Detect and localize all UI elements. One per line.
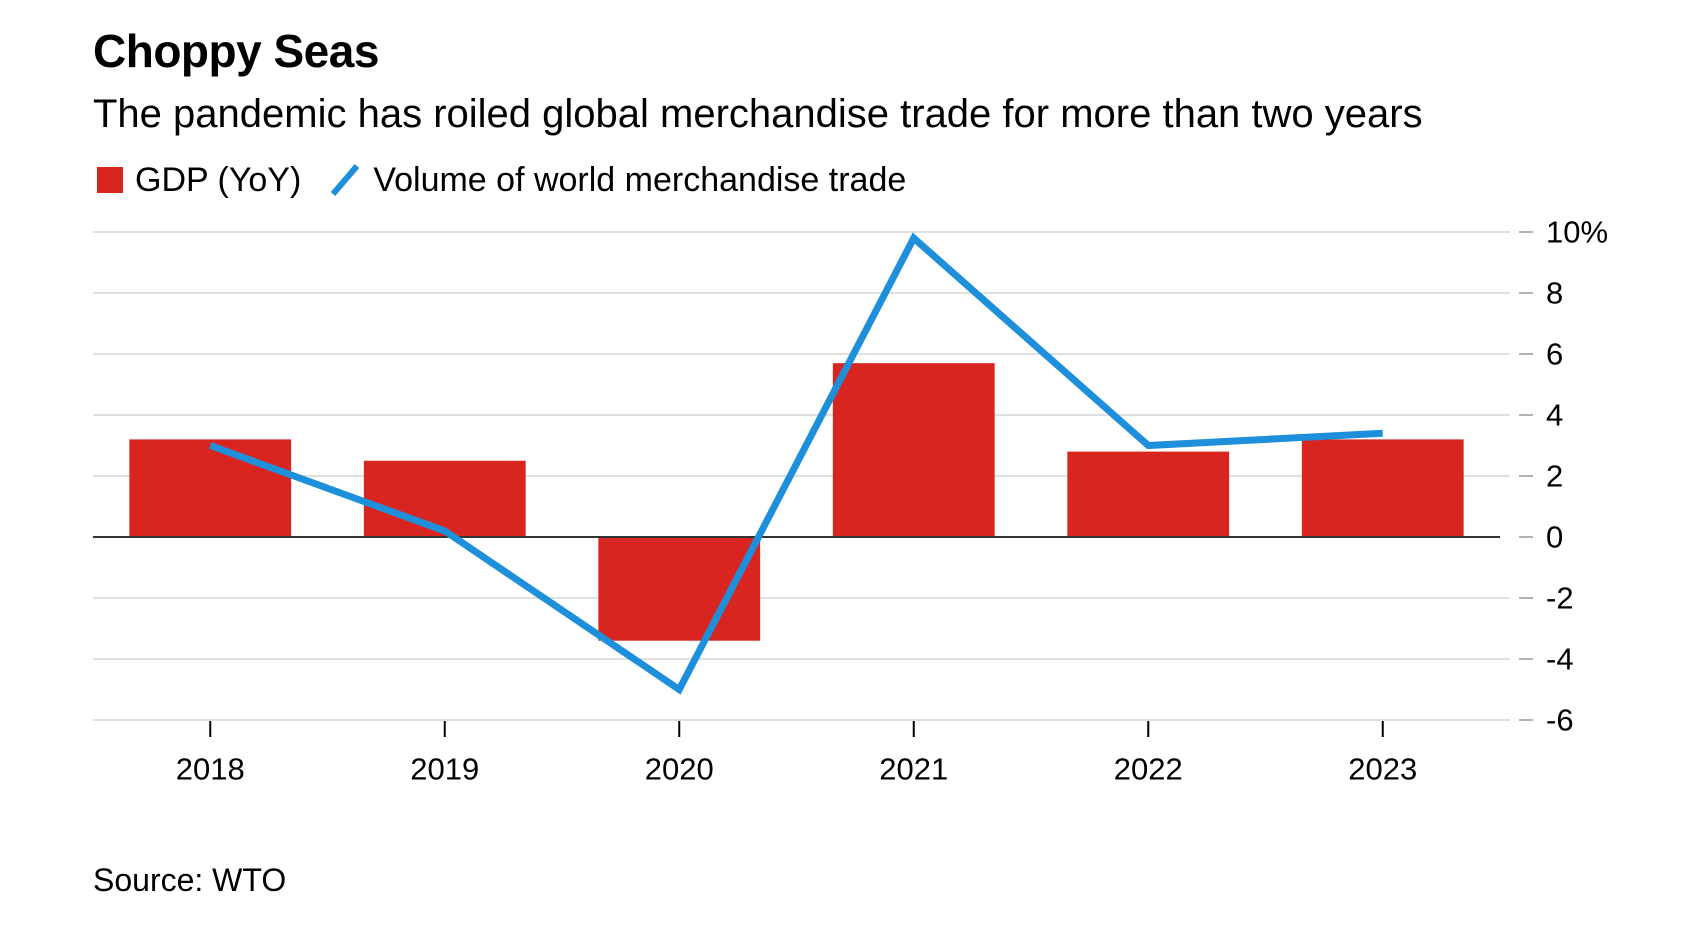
- x-tick-label-2019: 2019: [410, 752, 479, 787]
- legend-line-swatch: [331, 164, 360, 196]
- gdp-bar-2020: [598, 537, 761, 641]
- gdp-bar-2022: [1067, 451, 1230, 537]
- y-tick-label: -6: [1546, 703, 1574, 738]
- chart-title: Choppy Seas: [93, 25, 379, 77]
- bars: [129, 363, 1464, 641]
- chart-subtitle: The pandemic has roiled global merchandi…: [93, 92, 1423, 136]
- y-tick-label: 8: [1546, 276, 1563, 311]
- gdp-bar-2023: [1301, 439, 1464, 537]
- trade-volume-line: [209, 232, 1383, 695]
- x-tick-label-2020: 2020: [645, 752, 714, 787]
- legend-item-gdp: GDP (YoY): [97, 161, 301, 200]
- y-tick-label: 4: [1546, 398, 1563, 433]
- chart-plot: -6 -4 -2 0 2 4 6 8 10% 2018 2019 2020 2021 2022 2023: [93, 215, 1608, 787]
- y-axis: -6 -4 -2 0 2 4 6 8 10%: [1519, 215, 1608, 738]
- legend-bar-swatch: [97, 167, 123, 193]
- y-tick-label: 0: [1546, 520, 1563, 555]
- y-tick-label: -4: [1546, 642, 1574, 677]
- y-tick-label: -2: [1546, 581, 1574, 616]
- gdp-bar-2018: [129, 439, 292, 537]
- legend-item-trade: Volume of world merchandise trade: [301, 161, 906, 200]
- y-tick-label: 10%: [1546, 215, 1608, 250]
- x-tick-label-2022: 2022: [1114, 752, 1183, 787]
- legend-label-trade: Volume of world merchandise trade: [373, 160, 907, 199]
- x-tick-label-2018: 2018: [176, 752, 245, 787]
- gridlines: [93, 231, 1510, 721]
- y-tick-label: 6: [1546, 337, 1563, 372]
- gdp-bar-2019: [363, 460, 526, 537]
- legend-label-gdp: GDP (YoY): [135, 160, 302, 199]
- legend: GDP (YoY) Volume of world merchandise tr…: [97, 158, 906, 202]
- source-note: Source: WTO: [93, 862, 287, 898]
- trade-line: [209, 232, 1383, 695]
- x-axis: 2018 2019 2020 2021 2022 2023: [176, 721, 1417, 787]
- y-tick-label: 2: [1546, 459, 1563, 494]
- gdp-bar-2021: [832, 363, 995, 537]
- x-tick-label-2023: 2023: [1348, 752, 1417, 787]
- x-tick-label-2021: 2021: [879, 752, 948, 787]
